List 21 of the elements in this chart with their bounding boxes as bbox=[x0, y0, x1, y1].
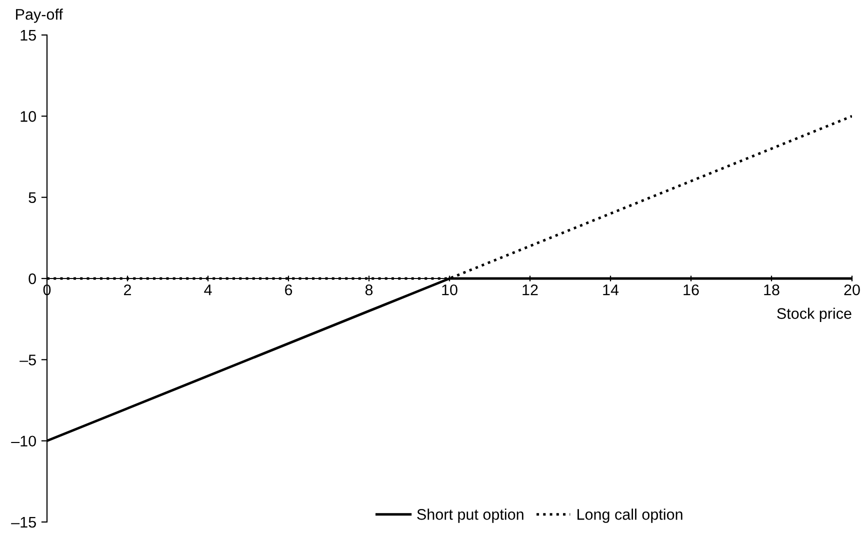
x-tick-label: 14 bbox=[603, 284, 619, 296]
x-tick-label: 6 bbox=[285, 284, 292, 296]
x-tick-label: 2 bbox=[124, 284, 131, 296]
legend-label: Short put option bbox=[417, 508, 524, 523]
x-tick-label: 20 bbox=[844, 284, 860, 296]
x-tick-label: 12 bbox=[522, 284, 538, 296]
y-tick-label: 15 bbox=[20, 30, 36, 41]
x-tick-label: 16 bbox=[684, 284, 699, 296]
x-tick-label: 4 bbox=[204, 284, 212, 296]
y-tick-label: –5 bbox=[20, 354, 36, 366]
y-tick-label: 10 bbox=[20, 111, 36, 122]
legend-label: Long call option bbox=[578, 508, 682, 523]
y-axis-title: Pay-off bbox=[16, 8, 63, 23]
y-tick-label: –10 bbox=[11, 436, 36, 447]
x-tick-label: 8 bbox=[365, 284, 373, 296]
x-tick-label: 10 bbox=[442, 284, 458, 296]
x-axis-title: Stock price bbox=[777, 308, 852, 322]
y-tick-label: 0 bbox=[28, 273, 36, 284]
y-tick-label: 5 bbox=[28, 192, 36, 204]
x-tick-label: 18 bbox=[764, 284, 780, 296]
y-tick-label: –15 bbox=[11, 517, 36, 528]
